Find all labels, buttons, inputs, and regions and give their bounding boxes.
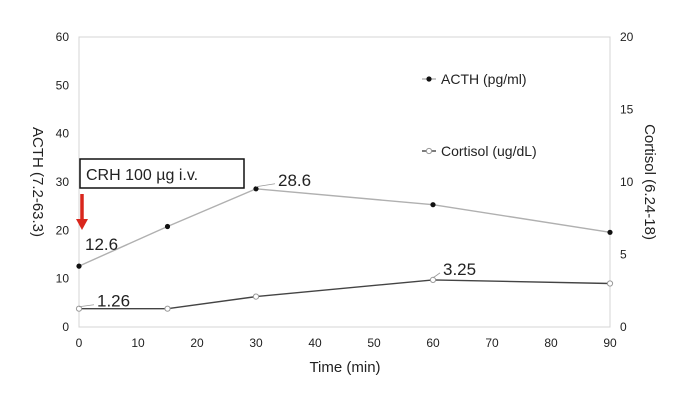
x-tick-label: 90 bbox=[603, 336, 617, 350]
x-tick-label: 30 bbox=[249, 336, 263, 350]
crh-callout-box bbox=[79, 158, 245, 189]
legend-label-acth: ACTH (pg/ml) bbox=[441, 71, 527, 87]
x-tick-label: 20 bbox=[190, 336, 204, 350]
left-axis-title: ACTH (7.2-63.3) bbox=[29, 127, 46, 237]
data-label: 1.26 bbox=[97, 292, 130, 311]
x-tick-label: 40 bbox=[308, 336, 322, 350]
legend-marker-cortisol bbox=[425, 147, 433, 155]
series-layer bbox=[75, 186, 614, 312]
legend-item-cortisol: Cortisol (ug/dL) bbox=[422, 143, 537, 159]
crh-callout: CRH 100 µg i.v. bbox=[76, 158, 245, 230]
legend: ACTH (pg/ml) Cortisol (ug/dL) bbox=[422, 71, 537, 159]
acth-data-point bbox=[607, 229, 613, 235]
left-tick-label: 10 bbox=[56, 272, 70, 286]
data-label: 3.25 bbox=[443, 260, 476, 279]
left-tick-label: 40 bbox=[56, 127, 70, 141]
x-axis-title: Time (min) bbox=[309, 359, 380, 376]
right-tick-label: 0 bbox=[620, 320, 627, 334]
right-tick-label: 10 bbox=[620, 175, 634, 189]
annotations: 12.6 28.6 1.26 3.25 bbox=[78, 171, 476, 311]
x-tick-label: 0 bbox=[76, 336, 83, 350]
data-label-leader bbox=[78, 304, 95, 308]
x-tick-label: 10 bbox=[131, 336, 145, 350]
x-tick-label: 50 bbox=[367, 336, 381, 350]
legend-label-cortisol: Cortisol (ug/dL) bbox=[441, 143, 537, 159]
left-tick-label: 50 bbox=[56, 78, 70, 92]
acth-data-point bbox=[76, 263, 82, 269]
x-tick-label: 70 bbox=[485, 336, 499, 350]
data-label-leader bbox=[432, 272, 441, 279]
crh-callout-text: CRH 100 µg i.v. bbox=[86, 167, 198, 184]
x-tick-label: 80 bbox=[544, 336, 558, 350]
data-label-leader bbox=[255, 183, 276, 188]
left-tick-label: 20 bbox=[56, 223, 70, 237]
data-label: 28.6 bbox=[278, 171, 311, 190]
right-axis-title: Cortisol (6.24-18) bbox=[641, 124, 658, 240]
cortisol-data-point bbox=[429, 276, 437, 283]
legend-marker-acth bbox=[426, 76, 432, 82]
x-axis-ticks: 0 10 20 30 40 50 60 70 80 90 bbox=[76, 336, 617, 350]
data-label: 12.6 bbox=[85, 235, 118, 254]
cortisol-data-point bbox=[75, 305, 83, 312]
left-axis-ticks: 0 10 20 30 40 50 60 bbox=[56, 30, 70, 334]
acth-data-point bbox=[430, 202, 436, 208]
left-tick-label: 30 bbox=[56, 175, 70, 189]
right-tick-label: 15 bbox=[620, 103, 634, 117]
legend-item-acth: ACTH (pg/ml) bbox=[422, 71, 527, 87]
cortisol-data-point bbox=[606, 280, 614, 287]
cortisol-data-point bbox=[252, 293, 260, 300]
left-tick-label: 60 bbox=[56, 30, 70, 44]
right-tick-label: 20 bbox=[620, 30, 634, 44]
x-tick-label: 60 bbox=[426, 336, 440, 350]
crh-arrow-head bbox=[76, 219, 88, 230]
right-axis-ticks: 0 5 10 15 20 bbox=[620, 30, 634, 334]
left-tick-label: 0 bbox=[62, 320, 69, 334]
acth-data-point bbox=[164, 223, 171, 230]
right-tick-label: 5 bbox=[620, 248, 627, 262]
acth-data-point bbox=[253, 186, 259, 192]
cortisol-data-point bbox=[164, 305, 171, 312]
